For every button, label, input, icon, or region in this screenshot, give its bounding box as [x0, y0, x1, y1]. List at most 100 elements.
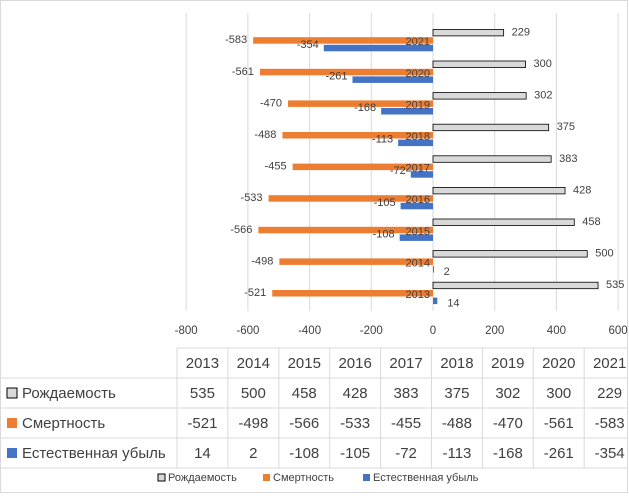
- x-tick-label: -800: [175, 325, 198, 337]
- category-label: 2020: [406, 68, 430, 80]
- bar-decline: [399, 234, 433, 241]
- label-decline: -354: [297, 39, 319, 51]
- table-cell: 14: [194, 445, 211, 462]
- legend: Рождаемость Смертность Естественная убыль: [157, 472, 479, 484]
- x-axis: -800 -600 -400 -200 0 200 400 600: [175, 325, 628, 337]
- table-cell: -105: [340, 445, 370, 462]
- table-header-year: 2015: [288, 355, 321, 372]
- legend-key: [363, 474, 370, 481]
- table-cell: 302: [495, 385, 520, 402]
- table-row-label: Смертность: [22, 415, 105, 432]
- label-decline: -168: [354, 102, 376, 114]
- bar-death: [292, 163, 433, 171]
- bar-decline: [400, 202, 433, 210]
- table-cell: 229: [597, 385, 622, 402]
- table-cell: -561: [544, 415, 574, 432]
- category-label: 2021: [406, 36, 430, 48]
- label-decline: -261: [325, 70, 347, 82]
- bar-decline: [433, 266, 434, 273]
- table-cell: 2: [249, 445, 257, 462]
- label-death: -488: [254, 129, 276, 141]
- data-table: 2013 2014 2015 2016 2017 2018 2019 2020 2021 Рожд…: [1, 347, 629, 469]
- bar-birth: [432, 60, 526, 68]
- label-decline: -72: [390, 165, 406, 177]
- x-tick-label: -200: [360, 325, 383, 337]
- label-decline: 2: [444, 266, 450, 278]
- category-label: 2013: [406, 289, 430, 301]
- table-cell: -113: [442, 445, 471, 462]
- label-birth: 375: [557, 121, 575, 133]
- label-death: -521: [244, 287, 266, 299]
- table-cell: -498: [238, 415, 268, 432]
- bar-birth: [432, 28, 505, 37]
- bar-death: [259, 68, 433, 76]
- table-header-year: 2018: [440, 355, 473, 372]
- label-death: -583: [225, 34, 247, 46]
- legend-label: Рождаемость: [168, 472, 237, 484]
- table-header-year: 2016: [338, 355, 371, 372]
- table-cell: -521: [187, 415, 217, 432]
- label-decline: -105: [374, 197, 396, 209]
- bar-birth: [432, 218, 575, 226]
- table-cell: -354: [595, 445, 625, 462]
- bar-birth: [432, 155, 552, 163]
- table-header-year: 2013: [186, 355, 219, 372]
- table-row-label: Рождаемость: [22, 385, 116, 402]
- bar-death: [258, 226, 433, 234]
- table-cell: -566: [289, 415, 319, 432]
- bar-decline: [398, 139, 433, 147]
- table-header-year: 2014: [237, 355, 270, 372]
- table-cell: 500: [241, 385, 266, 402]
- bar-birth: [432, 186, 566, 195]
- bar-death: [268, 195, 433, 202]
- label-birth: 500: [595, 248, 613, 260]
- table-legend-key: [6, 387, 18, 399]
- label-birth: 428: [573, 184, 591, 196]
- label-decline: -108: [373, 228, 395, 240]
- label-death: -470: [260, 97, 282, 109]
- table-cell: 383: [394, 385, 419, 402]
- bar-death: [272, 290, 433, 297]
- bar-birth: [432, 123, 550, 132]
- legend-key: [263, 474, 270, 481]
- legend-label: Смертность: [273, 472, 334, 484]
- x-tick-label: 200: [485, 325, 504, 337]
- x-tick-label: 0: [430, 325, 436, 337]
- category-label: 2017: [406, 163, 430, 175]
- x-tick-label: 400: [547, 325, 566, 337]
- x-tick-label: -400: [298, 325, 321, 337]
- label-death: -566: [230, 224, 252, 236]
- label-birth: 535: [606, 279, 624, 291]
- bar-death: [253, 37, 433, 44]
- x-tick-label: -600: [236, 325, 259, 337]
- table-header-year: 2020: [542, 355, 575, 372]
- category-label: 2019: [406, 99, 430, 111]
- bar-decline: [352, 76, 433, 83]
- bar-decline: [410, 171, 433, 178]
- table-cell: 428: [343, 385, 368, 402]
- label-death: -498: [251, 255, 273, 267]
- table-cell: -168: [493, 445, 523, 462]
- bar-decline: [433, 297, 438, 305]
- table-row-label: Естественная убыль: [22, 445, 166, 462]
- table-cell: -533: [340, 415, 370, 432]
- bar-death: [282, 132, 433, 139]
- category-label: 2014: [406, 257, 430, 269]
- table-cell: -583: [595, 415, 625, 432]
- table-legend-key: [7, 418, 17, 428]
- table-cell: 375: [444, 385, 469, 402]
- table-cell: 300: [546, 385, 571, 402]
- bar-decline: [323, 44, 433, 52]
- bar-death: [279, 258, 433, 265]
- label-decline: -113: [372, 134, 393, 146]
- category-label: 2015: [406, 226, 430, 238]
- table-header-year: 2017: [389, 355, 422, 372]
- legend-label: Естественная убыль: [373, 472, 479, 484]
- label-birth: 458: [582, 216, 600, 228]
- bar-birth: [432, 281, 599, 290]
- table-cell: -72: [395, 445, 417, 462]
- bar-birth: [432, 92, 527, 100]
- bar-decline: [381, 108, 433, 115]
